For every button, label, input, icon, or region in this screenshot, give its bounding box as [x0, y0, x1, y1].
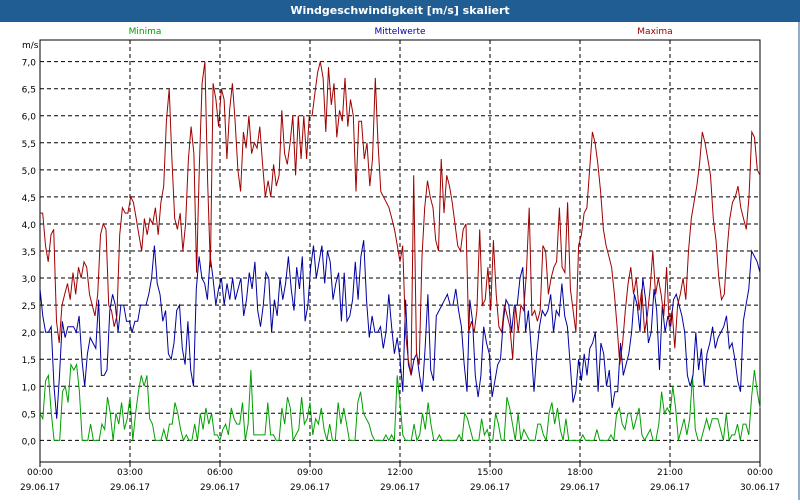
y-tick-label: 0,5: [22, 410, 36, 420]
y-axis-label: m/s: [22, 41, 39, 51]
y-tick-label: 1,5: [22, 356, 36, 366]
y-tick-label: 5,5: [22, 140, 36, 150]
x-tick-time: 09:00: [297, 468, 323, 478]
y-tick-label: 4,0: [22, 221, 37, 231]
y-tick-label: 3,5: [22, 248, 36, 258]
x-tick-date: 29.06.17: [200, 483, 240, 493]
y-tick-label: 4,5: [22, 194, 36, 204]
x-tick-date: 29.06.17: [110, 483, 150, 493]
y-tick-label: 0,0: [22, 437, 37, 447]
chart-title: Windgeschwindigkeit [m/s] skaliert: [0, 0, 800, 22]
y-tick-label: 2,5: [22, 302, 36, 312]
chart-area: 0,0 0,5 1,0 1,5 2,0 2,5 3,0 3,5 4,0 4,5 5,0 5,5 6,0 6…: [0, 22, 800, 500]
x-tick-date: 29.06.17: [650, 483, 690, 493]
legend-minima: Minima: [129, 27, 162, 37]
x-tick-date: 30.06.17: [740, 483, 780, 493]
x-tick-date: 29.06.17: [560, 483, 600, 493]
y-tick-label: 2,0: [22, 329, 37, 339]
legend-maxima: Maxima: [637, 27, 672, 37]
y-tick-label: 1,0: [22, 383, 37, 393]
y-tick-label: 6,5: [22, 86, 36, 96]
legend-mittelwerte: Mittelwerte: [374, 27, 425, 37]
series-line-maxima: [40, 61, 761, 376]
x-tick-time: 00:00: [27, 468, 53, 478]
series-line-mittelwerte: [39, 240, 761, 419]
x-tick-time: 15:00: [477, 468, 503, 478]
x-tick-time: 12:00: [387, 468, 413, 478]
y-tick-label: 7,0: [22, 59, 37, 69]
x-tick-date: 29.06.17: [380, 483, 420, 493]
x-tick-time: 06:00: [207, 468, 233, 478]
y-tick-label: 6,0: [22, 113, 37, 123]
y-tick-label: 3,0: [22, 275, 37, 285]
x-tick-date: 29.06.17: [290, 483, 330, 493]
x-tick-time: 03:00: [117, 468, 143, 478]
chart-svg: 0,0 0,5 1,0 1,5 2,0 2,5 3,0 3,5 4,0 4,5 5,0 5,5 6,0 6…: [20, 22, 800, 500]
y-tick-label: 5,0: [22, 167, 37, 177]
series-line-minima: [39, 362, 761, 443]
x-tick-date: 29.06.17: [470, 483, 510, 493]
x-tick-date: 29.06.17: [20, 483, 60, 493]
x-tick-time: 18:00: [567, 468, 593, 478]
x-tick-time: 00:00: [747, 468, 773, 478]
x-tick-time: 21:00: [657, 468, 683, 478]
